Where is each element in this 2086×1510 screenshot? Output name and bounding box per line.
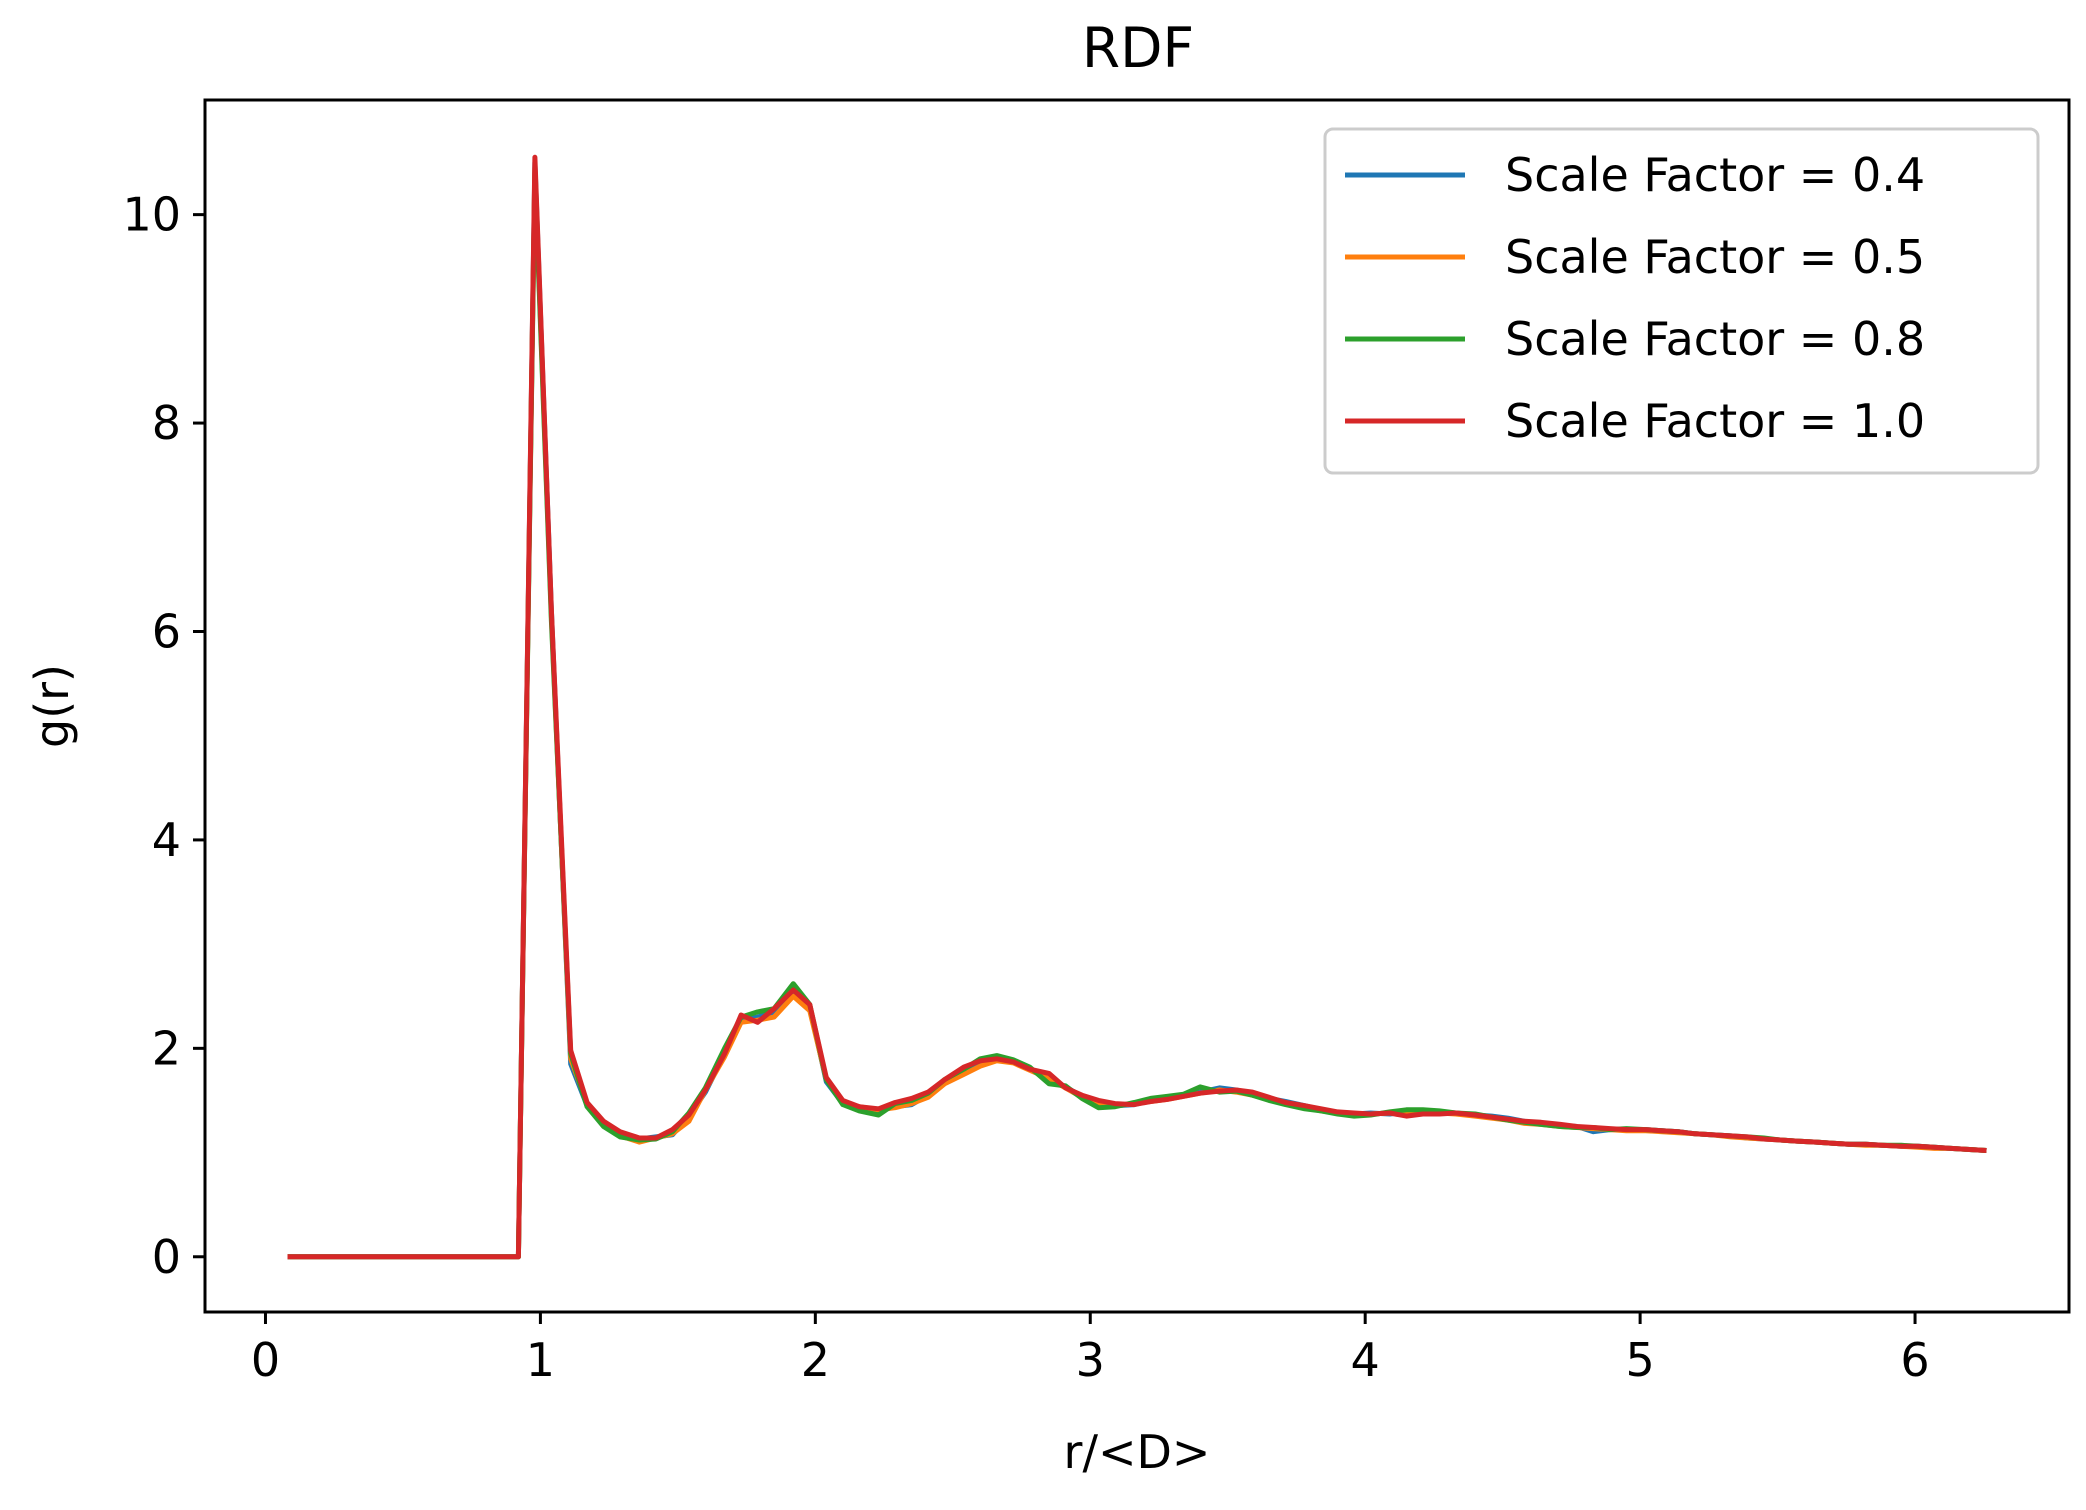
y-axis-label: g(r) xyxy=(25,664,79,748)
chart-title: RDF xyxy=(1082,16,1194,80)
y-axis-ticks: 0 2 4 6 8 10 xyxy=(122,188,205,1284)
axes-frame xyxy=(203,98,2071,1314)
y-tick-label: 0 xyxy=(152,1230,181,1284)
y-tick-label: 8 xyxy=(152,396,181,450)
y-tick-label: 4 xyxy=(152,813,181,867)
x-tick-label: 0 xyxy=(251,1333,280,1387)
x-tick-label: 4 xyxy=(1351,1333,1380,1387)
legend-label-3: Scale Factor = 0.8 xyxy=(1505,312,1925,366)
legend-label-1: Scale Factor = 0.4 xyxy=(1505,148,1925,202)
x-axis-label: r/<D> xyxy=(1064,1425,1211,1479)
series-line-4 xyxy=(287,154,1987,1260)
x-tick-label: 1 xyxy=(526,1333,555,1387)
y-tick-label: 10 xyxy=(122,188,181,242)
x-tick-label: 6 xyxy=(1900,1333,1929,1387)
y-tick-label: 6 xyxy=(152,604,181,658)
legend-label-4: Scale Factor = 1.0 xyxy=(1505,394,1925,448)
x-axis-ticks: 0 1 2 3 4 5 6 xyxy=(251,1312,1930,1387)
y-tick-label: 2 xyxy=(152,1021,181,1075)
x-tick-label: 2 xyxy=(801,1333,830,1387)
legend-label-2: Scale Factor = 0.5 xyxy=(1505,230,1925,284)
legend-box xyxy=(1323,127,2040,475)
x-tick-label: 3 xyxy=(1076,1333,1105,1387)
legend: Scale Factor = 0.4 Scale Factor = 0.5 Scal… xyxy=(1323,127,2040,475)
plot-area xyxy=(287,154,1987,1260)
x-tick-label: 5 xyxy=(1625,1333,1654,1387)
